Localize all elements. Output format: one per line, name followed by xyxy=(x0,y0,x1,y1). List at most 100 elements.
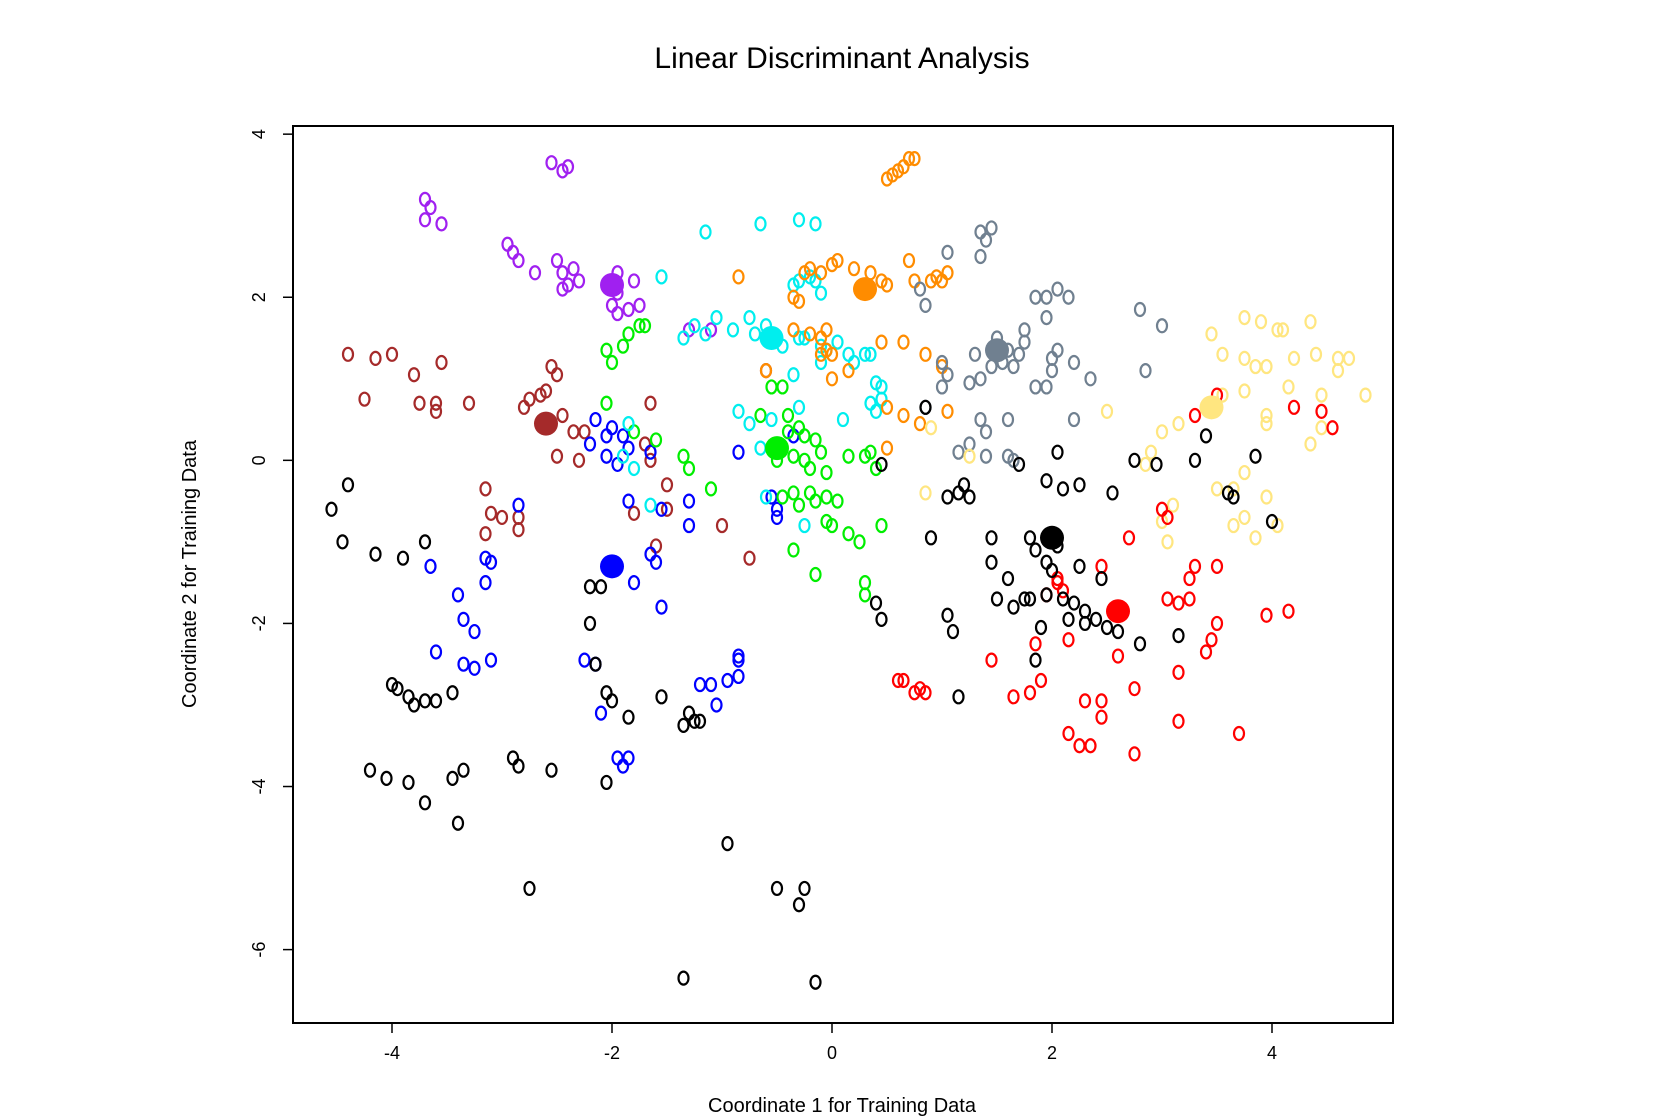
scatter-point xyxy=(550,448,564,464)
scatter-point xyxy=(644,497,657,513)
scatter-point xyxy=(847,261,861,277)
scatter-point xyxy=(429,395,443,411)
scatter-point xyxy=(1029,542,1042,558)
scatter-point xyxy=(385,346,399,362)
scatter-point xyxy=(979,448,993,464)
scatter-point xyxy=(924,420,938,436)
scatter-point xyxy=(941,607,954,623)
scatter-point xyxy=(1155,424,1169,440)
class-centroid xyxy=(534,411,558,436)
scatter-point xyxy=(1249,448,1262,464)
scatter-point xyxy=(655,689,668,705)
scatter-point xyxy=(814,285,828,301)
scatter-point xyxy=(1051,444,1064,460)
scatter-point xyxy=(622,326,635,342)
scatter-point xyxy=(644,546,657,562)
class-centroid xyxy=(1040,525,1064,550)
scatter-point xyxy=(710,310,723,326)
scatter-point xyxy=(1238,350,1251,367)
scatter-point xyxy=(479,526,492,542)
chart-title: Linear Discriminant Analysis xyxy=(654,42,1029,75)
scatter-point xyxy=(655,501,668,517)
scatter-point xyxy=(858,587,872,603)
scatter-point xyxy=(484,652,498,668)
scatter-point xyxy=(627,424,641,440)
scatter-point xyxy=(572,452,586,468)
scatter-point xyxy=(583,615,597,632)
scatter-point xyxy=(875,517,888,534)
scatter-point xyxy=(1359,387,1372,403)
scatter-point xyxy=(787,542,800,558)
scatter-point xyxy=(743,310,756,326)
scatter-point xyxy=(341,477,355,493)
scatter-point xyxy=(1199,644,1213,660)
scatter-point xyxy=(556,281,569,297)
scatter-point xyxy=(1034,672,1048,689)
scatter-point xyxy=(1062,289,1075,305)
scatter-point xyxy=(897,672,910,689)
x-tick-label: 2 xyxy=(1047,1043,1057,1063)
scatter-point xyxy=(787,322,800,338)
scatter-point xyxy=(704,676,718,693)
scatter-point xyxy=(627,460,641,477)
x-tick-label: -2 xyxy=(604,1043,620,1063)
scatter-point xyxy=(616,448,630,464)
scatter-point xyxy=(649,538,663,554)
scatter-point xyxy=(847,354,861,371)
scatter-point xyxy=(407,697,421,713)
scatter-point xyxy=(1001,570,1015,587)
scatter-point xyxy=(682,493,696,509)
scatter-point xyxy=(820,342,833,358)
scatter-point xyxy=(512,252,525,269)
scatter-point xyxy=(842,526,855,542)
scatter-point xyxy=(1271,322,1284,338)
scatter-point xyxy=(754,407,767,424)
scatter-point xyxy=(402,689,415,705)
scatter-point xyxy=(605,420,619,436)
scatter-point xyxy=(556,265,569,281)
scatter-point xyxy=(825,371,839,387)
scatter-point xyxy=(1095,709,1108,725)
scatter-point xyxy=(435,354,448,371)
scatter-point xyxy=(1045,363,1059,379)
scatter-point xyxy=(627,273,641,289)
scatter-point xyxy=(1331,363,1345,379)
scatter-point xyxy=(1073,738,1086,754)
scatter-point xyxy=(798,428,811,444)
scatter-point xyxy=(792,497,806,513)
scatter-point xyxy=(1062,632,1075,648)
scatter-point xyxy=(842,346,855,362)
scatter-point xyxy=(770,509,784,526)
scatter-point xyxy=(512,497,525,513)
scatter-point xyxy=(1232,725,1246,742)
class-centroid xyxy=(1106,599,1130,624)
scatter-point xyxy=(380,770,393,786)
scatter-point xyxy=(1062,611,1075,627)
scatter-point xyxy=(627,505,641,521)
scatter-point xyxy=(341,346,355,362)
x-tick-label: 4 xyxy=(1267,1043,1277,1063)
scatter-point xyxy=(1188,558,1202,574)
scatter-point xyxy=(875,391,888,407)
scatter-point xyxy=(649,554,663,570)
scatter-point xyxy=(479,575,492,591)
scatter-point xyxy=(1023,685,1037,701)
scatter-point xyxy=(919,346,932,362)
scatter-point xyxy=(710,697,723,713)
scatter-point xyxy=(1111,648,1125,664)
scatter-point xyxy=(1078,693,1092,709)
scatter-point xyxy=(732,652,745,668)
scatter-point xyxy=(974,411,987,428)
scatter-point xyxy=(1067,354,1081,371)
scatter-point xyxy=(523,391,536,407)
scatter-point xyxy=(688,318,701,334)
scatter-point xyxy=(1122,530,1136,546)
scatter-point xyxy=(726,322,740,338)
scatter-point xyxy=(1210,615,1224,632)
scatter-point xyxy=(616,428,630,444)
scatter-point xyxy=(1078,603,1092,619)
scatter-point xyxy=(809,566,822,583)
scatter-point xyxy=(803,261,817,277)
scatter-point xyxy=(523,880,536,897)
scatter-point xyxy=(429,693,443,709)
